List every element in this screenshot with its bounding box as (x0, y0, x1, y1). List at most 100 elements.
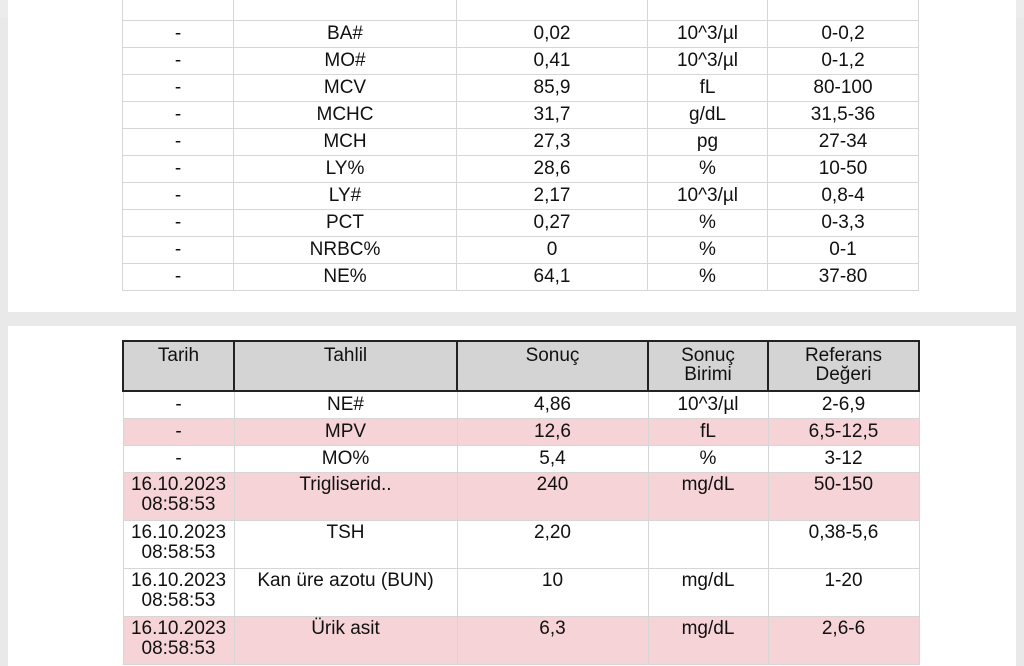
cell-sonuc: 31,7 (456, 101, 648, 129)
cell-birim: mg/dL (647, 472, 769, 521)
cell-birim: % (647, 263, 768, 291)
cell-tahlil: BA# (233, 20, 457, 48)
cell-sonuc: 0,27 (456, 209, 648, 237)
cell-tarih: - (122, 74, 234, 102)
table-row: - MO% 5,4% 3-12 (122, 445, 920, 473)
cell-birim: 10^3/µl (647, 182, 768, 210)
table-row-flagged: 16.10.2023 08:58:53 Trigliserid.. 240 mg/dL 5… (122, 472, 920, 521)
cell-referans: 0,8-4 (767, 182, 919, 210)
cell-sonuc: 27,3 (456, 128, 648, 156)
cell-birim: g/dL (647, 101, 768, 129)
cell-tarih: - (122, 128, 234, 156)
cell-tarih-time: 08:58:53 (141, 494, 216, 515)
header-referans-line2: Değeri (815, 364, 872, 385)
cell-tarih: - (122, 445, 235, 473)
table-row: - MCHC 31,7 g/dL 31,5-36 (122, 101, 919, 129)
table-row: - LY# 2,17 10^3/µl 0,8-4 (122, 182, 919, 210)
table-row-flagged: - MPV 12,6 fL 6,5-12,5 (122, 418, 920, 446)
cell-tarih-time: 08:58:53 (141, 590, 216, 611)
cell-tarih-date: - (175, 421, 182, 442)
table-row: 16.10.2023 08:58:53 Kan üre azotu (BUN) 10 m… (122, 568, 920, 617)
cell-sonuc: 0,02 (456, 20, 648, 48)
header-sonuc: Sonuç (456, 340, 649, 392)
table-header-row: Tarih Tahlil Sonuç Sonuç Birimi Referans… (122, 340, 920, 392)
lab-results-body-top: - BA# 0,02 10^3/µl 0-0,2- MO# 0,41 10^3/µl 0-1,2… (122, 0, 919, 291)
header-sonuc-birimi: Sonuç Birimi (647, 340, 769, 392)
cell-referans: 31,5-36 (767, 101, 919, 129)
cell-referans: 0-1 (767, 236, 919, 264)
table-row: - MCH 27,3 pg 27-34 (122, 128, 919, 156)
cell-sonuc: 5,4 (456, 445, 649, 473)
cell-tahlil: PCT (233, 209, 457, 237)
cell-sonuc: 2,17 (456, 182, 648, 210)
cell-referans: 0-0,2 (767, 20, 919, 48)
table-row-flagged: 16.10.2023 08:58:53 Ürik asit 6,3 mg/dL 2,6-6 (122, 616, 920, 665)
cell-tarih: - (122, 101, 234, 129)
table-row-cut-off (122, 0, 919, 21)
cell-sonuc: 10 (456, 568, 649, 617)
cell-tarih: - (122, 155, 234, 183)
cell-birim: mg/dL (647, 568, 769, 617)
cell-tarih: - (122, 390, 235, 419)
cell-tarih-date: 16.10.2023 (130, 618, 227, 639)
cell-tarih: - (122, 20, 234, 48)
cell-birim: fL (647, 74, 768, 102)
cell-tarih: - (122, 209, 234, 237)
cell-birim (647, 520, 769, 569)
cell-tahlil: LY# (233, 182, 457, 210)
cell-referans: 2-6,9 (767, 390, 920, 419)
cell-birim: % (647, 445, 769, 473)
results-page-bottom: Tarih Tahlil Sonuç Sonuç Birimi Referans… (8, 326, 1016, 666)
cell-tahlil: TSH (233, 520, 458, 569)
cell-referans: 80-100 (767, 74, 919, 102)
cell-tarih: 16.10.2023 08:58:53 (122, 616, 235, 665)
cell-tarih-time: 08:58:53 (141, 638, 216, 659)
table-row: - BA# 0,02 10^3/µl 0-0,2 (122, 20, 919, 48)
cell-tahlil: Kan üre azotu (BUN) (233, 568, 458, 617)
cell-tarih: 16.10.2023 08:58:53 (122, 520, 235, 569)
cell-birim: 10^3/µl (647, 390, 769, 419)
cell-tahlil: NE# (233, 390, 458, 419)
cell-birim: % (647, 155, 768, 183)
cell-referans: 37-80 (767, 263, 919, 291)
table-row: - MO# 0,41 10^3/µl 0-1,2 (122, 47, 919, 75)
header-tarih: Tarih (122, 340, 235, 392)
header-referans-degeri: Referans Değeri (767, 340, 920, 392)
header-birim-line2: Birimi (684, 364, 732, 385)
cell-tahlil: NE% (233, 263, 457, 291)
cell-tarih: - (122, 182, 234, 210)
header-tahlil: Tahlil (233, 340, 458, 392)
cell-tarih-time: 08:58:53 (141, 542, 216, 563)
cell-birim: % (647, 209, 768, 237)
cell-tarih: 16.10.2023 08:58:53 (122, 472, 235, 521)
cell-tarih-date: 16.10.2023 (130, 522, 227, 543)
cell-tarih: - (122, 236, 234, 264)
cell-sonuc: 85,9 (456, 74, 648, 102)
cell-sonuc: 12,6 (456, 418, 649, 446)
lab-results-table-bottom: Tarih Tahlil Sonuç Sonuç Birimi Referans… (122, 340, 920, 665)
cell-sonuc: 6,3 (456, 616, 649, 665)
cell-tahlil: NRBC% (233, 236, 457, 264)
cell-tahlil: MCV (233, 74, 457, 102)
cell-birim: mg/dL (647, 616, 769, 665)
cell-tarih: - (122, 47, 234, 75)
cell-birim: fL (647, 418, 769, 446)
cell-referans: 1-20 (767, 568, 920, 617)
cell-tahlil: Trigliserid.. (233, 472, 458, 521)
cell-tarih: 16.10.2023 08:58:53 (122, 568, 235, 617)
cell-tarih-date: 16.10.2023 (130, 474, 227, 495)
table-row: - NE# 4,86 10^3/µl 2-6,9 (122, 390, 920, 419)
table-row: - NE% 64,1% 37-80 (122, 263, 919, 291)
cell-referans: 10-50 (767, 155, 919, 183)
cell-tahlil: MPV (233, 418, 458, 446)
cell-sonuc: 28,6 (456, 155, 648, 183)
cell-tahlil: LY% (233, 155, 457, 183)
cell-referans: 0-1,2 (767, 47, 919, 75)
cell-tahlil: Ürik asit (233, 616, 458, 665)
cell-tarih-date: 16.10.2023 (130, 570, 227, 591)
table-row: - LY% 28,6% 10-50 (122, 155, 919, 183)
cell-tahlil: MO# (233, 47, 457, 75)
cell-referans: 27-34 (767, 128, 919, 156)
cell-tahlil: MCHC (233, 101, 457, 129)
cell-referans: 50-150 (767, 472, 920, 521)
